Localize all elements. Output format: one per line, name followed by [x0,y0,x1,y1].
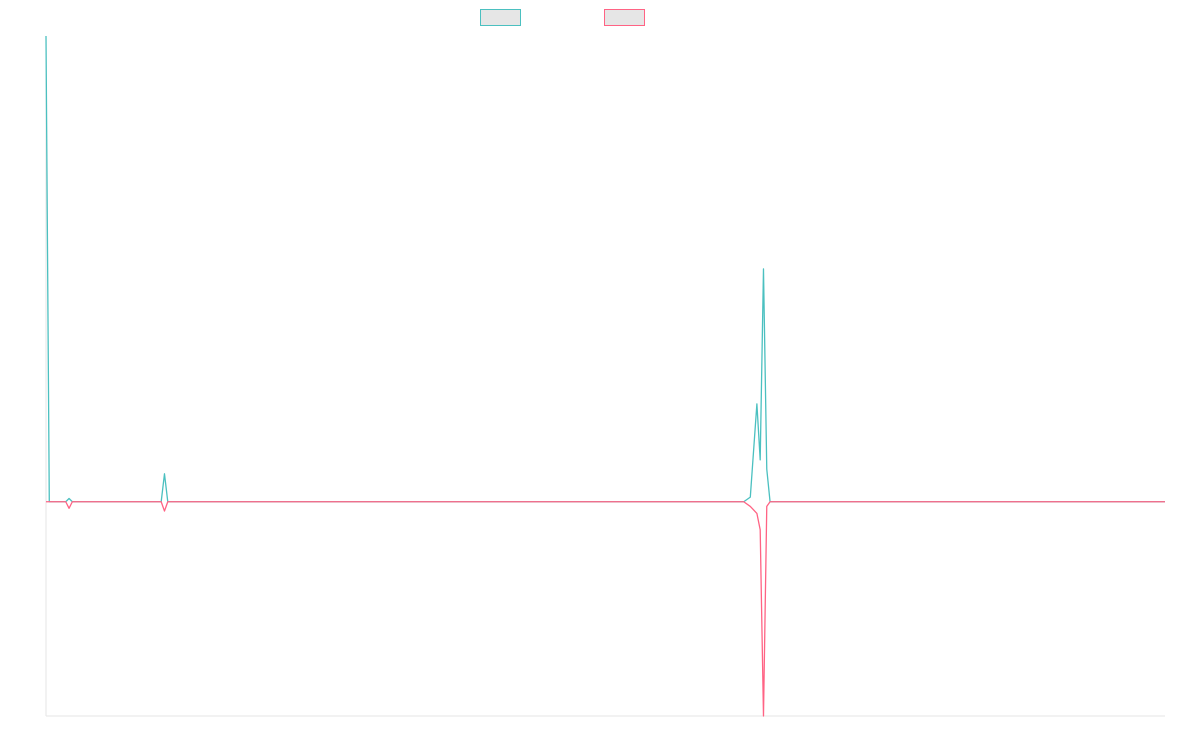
legend-swatch-1[interactable] [480,9,521,26]
series-line-2 [46,501,1165,717]
axes [45,36,1165,717]
series-line-1 [45,35,1165,503]
series-layer [45,35,1165,717]
legend-swatch-2[interactable] [604,9,645,26]
legend [480,9,645,26]
